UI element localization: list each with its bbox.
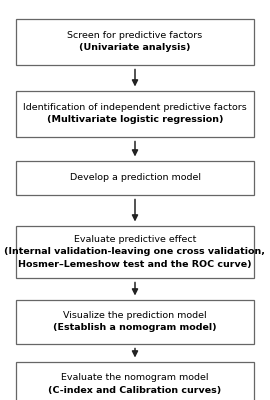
Text: (Univariate analysis): (Univariate analysis) — [79, 44, 191, 52]
Text: Hosmer–Lemeshow test and the ROC curve): Hosmer–Lemeshow test and the ROC curve) — [18, 260, 252, 268]
FancyBboxPatch shape — [16, 362, 254, 400]
Text: (Establish a nomogram model): (Establish a nomogram model) — [53, 324, 217, 332]
FancyBboxPatch shape — [16, 19, 254, 65]
Text: Identification of independent predictive factors: Identification of independent predictive… — [23, 104, 247, 112]
Text: (Internal validation-leaving one cross validation,: (Internal validation-leaving one cross v… — [5, 248, 265, 256]
Text: (Multivariate logistic regression): (Multivariate logistic regression) — [47, 116, 223, 124]
Text: Evaluate predictive effect: Evaluate predictive effect — [74, 236, 196, 244]
Text: Screen for predictive factors: Screen for predictive factors — [68, 32, 202, 40]
FancyBboxPatch shape — [16, 226, 254, 278]
Text: Visualize the prediction model: Visualize the prediction model — [63, 312, 207, 320]
FancyBboxPatch shape — [16, 91, 254, 137]
FancyBboxPatch shape — [16, 161, 254, 195]
FancyBboxPatch shape — [16, 300, 254, 344]
Text: (C-index and Calibration curves): (C-index and Calibration curves) — [48, 386, 222, 394]
Text: Develop a prediction model: Develop a prediction model — [69, 174, 201, 182]
Text: Evaluate the nomogram model: Evaluate the nomogram model — [61, 374, 209, 382]
